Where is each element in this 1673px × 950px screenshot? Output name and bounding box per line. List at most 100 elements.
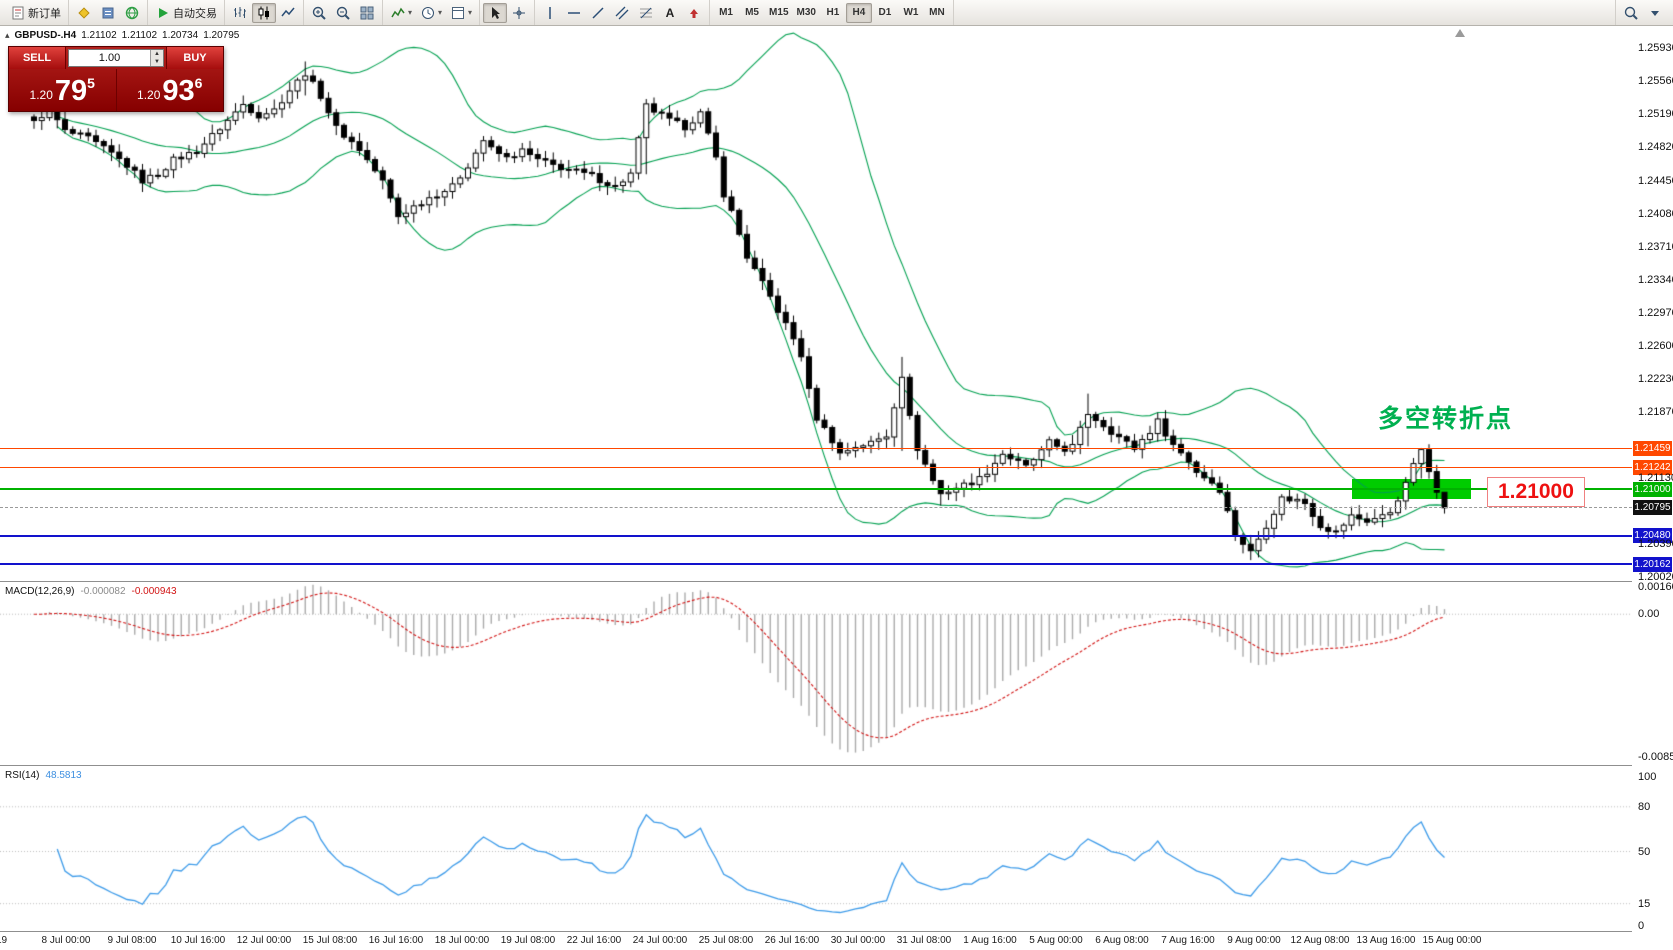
volume-spin-buttons[interactable]: ▲ ▼: [150, 50, 163, 66]
time-label-12: 26 Jul 16:00: [764, 935, 820, 946]
time-label-2: 9 Jul 08:00: [107, 935, 157, 946]
volume-spinner[interactable]: 1.00 ▲ ▼: [68, 49, 164, 67]
time-label-7: 18 Jul 00:00: [434, 935, 490, 946]
price-tick-1.22970: 1.22970: [1638, 307, 1673, 320]
macd-tick--0.008522: -0.008522: [1638, 751, 1673, 764]
toolbar-button-autotrading[interactable]: 自动交易: [151, 3, 221, 23]
toolbar-button-tf-m15[interactable]: M15: [765, 3, 792, 23]
toolbar-button-chart-bars[interactable]: [228, 3, 252, 23]
toolbar-label-tf-mn: MN: [929, 7, 945, 18]
price-tick-1.21130: 1.21130: [1638, 471, 1673, 484]
linechart-icon: [280, 5, 296, 21]
price-tick-1.22230: 1.22230: [1638, 373, 1673, 386]
toolbar-button-arrow-objects[interactable]: [682, 3, 706, 23]
price-tick-1.22600: 1.22600: [1638, 340, 1673, 353]
toolbar-group-right: [1615, 0, 1670, 25]
turning-point-annotation[interactable]: 多空转折点: [1378, 405, 1514, 433]
volume-up-icon[interactable]: ▲: [151, 50, 163, 58]
toolbar-group-5: ▾ ▾ ▾: [383, 0, 481, 25]
price-tick-1.23340: 1.23340: [1638, 273, 1673, 286]
time-label-1: 8 Jul 00:00: [41, 935, 91, 946]
level-callout-label[interactable]: 1.21000: [1487, 477, 1585, 507]
time-label-11: 25 Jul 08:00: [698, 935, 754, 946]
toolbar-button-tf-m1[interactable]: M1: [713, 3, 739, 23]
toolbar-button-tile-windows[interactable]: [355, 3, 379, 23]
toolbar-button-tf-h4[interactable]: H4: [845, 2, 872, 23]
rsi-tick-0: 0: [1638, 920, 1645, 932]
toolbar-button-chart-line[interactable]: [276, 3, 300, 23]
toolbar-button-tf-m5[interactable]: M5: [739, 3, 765, 23]
toolbar-button-news[interactable]: [120, 3, 144, 23]
channel-icon: [614, 5, 630, 21]
crosshair-icon: [511, 5, 527, 21]
time-label-0: 4 Jul 2019: [0, 935, 8, 946]
buy-price-head: 1.20: [137, 87, 161, 102]
time-label-15: 1 Aug 16:00: [963, 935, 1017, 946]
toolbar-button-templates[interactable]: ▾: [446, 3, 476, 23]
toolbar-button-zoom-out[interactable]: [331, 3, 355, 23]
rsi-tick-100: 100: [1638, 771, 1657, 783]
zoom-out-icon: [335, 5, 351, 21]
bars-icon: [232, 5, 248, 21]
vline-icon: [542, 5, 558, 21]
price-axis[interactable]: 1.21459 1.21242 1.21000 1.20480 1.20162 1.207…: [1632, 26, 1673, 950]
svg-text:A: A: [666, 6, 675, 20]
time-label-8: 19 Jul 08:00: [500, 935, 556, 946]
toolbar-button-vertical-line[interactable]: [538, 3, 562, 23]
volume-down-icon[interactable]: ▼: [151, 58, 163, 66]
chart-shift-marker-icon[interactable]: [1455, 29, 1465, 37]
toolbar-button-fibonacci[interactable]: [634, 3, 658, 23]
toolbar-button-mql5[interactable]: [72, 3, 96, 23]
sell-price-big: 79: [54, 74, 88, 107]
toolbar-button-tf-w1[interactable]: W1: [898, 3, 924, 23]
toolbar-button-tf-h1[interactable]: H1: [820, 3, 846, 23]
toolbar-button-text-label[interactable]: A: [658, 3, 682, 23]
high-value: 1.21102: [121, 30, 158, 41]
play-green-icon: [155, 5, 171, 21]
toolbar-button-crosshair[interactable]: [507, 3, 531, 23]
toolbar: 新订单 自动交易 ▾ ▾ ▾ A M1 M5 M15 M30 H1 H4 D1 W1 MN: [0, 0, 1673, 26]
buy-button[interactable]: BUY: [166, 47, 223, 69]
time-label-5: 15 Jul 08:00: [302, 935, 358, 946]
toolbar-button-equidistant-channel[interactable]: [610, 3, 634, 23]
toolbar-button-periods[interactable]: ▾: [416, 3, 446, 23]
toolbar-button-cursor[interactable]: [483, 2, 508, 23]
candles-icon: [256, 5, 272, 21]
zoom-in-icon: [311, 5, 327, 21]
toolbar-button-search[interactable]: [1619, 3, 1643, 23]
toolbar-label-tf-m5: M5: [745, 7, 759, 18]
sell-button[interactable]: SELL: [9, 47, 66, 69]
diamond-yellow-icon: [76, 5, 92, 21]
symbol-period-label: GBPUSD-.H4: [14, 30, 77, 41]
toolbar-button-tf-m30[interactable]: M30: [793, 3, 820, 23]
sell-price-display[interactable]: 1.20 79 5: [9, 69, 117, 111]
toolbar-label-tf-m15: M15: [769, 7, 789, 18]
cursor-icon: [487, 5, 503, 21]
macd-rsi-separator[interactable]: [0, 765, 1673, 766]
toolbar-button-tf-d1[interactable]: D1: [872, 3, 898, 23]
toolbar-label-tf-d1: D1: [878, 7, 892, 18]
fibo-icon: [638, 5, 654, 21]
buy-price-display[interactable]: 1.20 93 6: [117, 69, 224, 111]
toolbar-button-horizontal-line[interactable]: [562, 3, 586, 23]
toolbar-button-chart-candles[interactable]: [252, 2, 276, 23]
price-tag-1.20162: 1.20162: [1633, 556, 1672, 572]
time-label-3: 10 Jul 16:00: [170, 935, 226, 946]
toolbar-button-community[interactable]: [96, 3, 120, 23]
main-macd-separator[interactable]: [0, 581, 1673, 582]
toolbar-button-indicators[interactable]: ▾: [386, 3, 416, 23]
time-label-19: 9 Aug 00:00: [1227, 935, 1281, 946]
toolbar-button-zoom-in[interactable]: [307, 3, 331, 23]
toolbar-button-tf-mn[interactable]: MN: [924, 3, 950, 23]
macd-value-signal: -0.000943: [131, 586, 177, 597]
time-label-22: 15 Aug 00:00: [1422, 935, 1482, 946]
toolbar-button-trendline[interactable]: [586, 3, 610, 23]
one-click-toggle-icon[interactable]: ▴: [5, 30, 10, 40]
toolbar-button-more[interactable]: [1643, 3, 1667, 23]
time-label-20: 12 Aug 08:00: [1290, 935, 1350, 946]
toolbar-button-new-order[interactable]: 新订单: [6, 3, 65, 23]
time-axis[interactable]: 4 Jul 2019 8 Jul 00:00 9 Jul 08:00 10 Jul 1…: [0, 932, 1632, 950]
indicator-icon: [390, 5, 406, 21]
